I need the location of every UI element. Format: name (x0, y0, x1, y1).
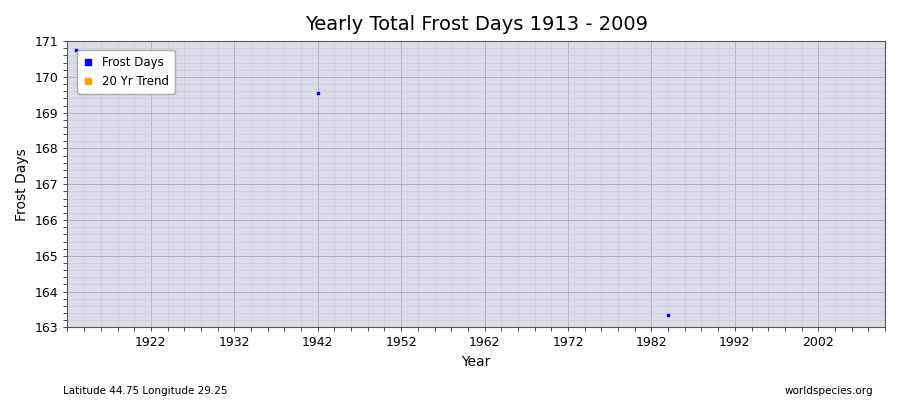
Point (310, 90, 325, 96)
Point (661, 312, 675, 318)
Title: Yearly Total Frost Days 1913 - 2009: Yearly Total Frost Days 1913 - 2009 (305, 15, 648, 34)
X-axis label: Year: Year (462, 355, 490, 369)
Point (68, 47, 83, 53)
Y-axis label: Frost Days: Frost Days (15, 148, 29, 221)
Text: Latitude 44.75 Longitude 29.25: Latitude 44.75 Longitude 29.25 (63, 386, 228, 396)
Text: worldspecies.org: worldspecies.org (785, 386, 873, 396)
Legend: Frost Days, 20 Yr Trend: Frost Days, 20 Yr Trend (77, 50, 176, 94)
